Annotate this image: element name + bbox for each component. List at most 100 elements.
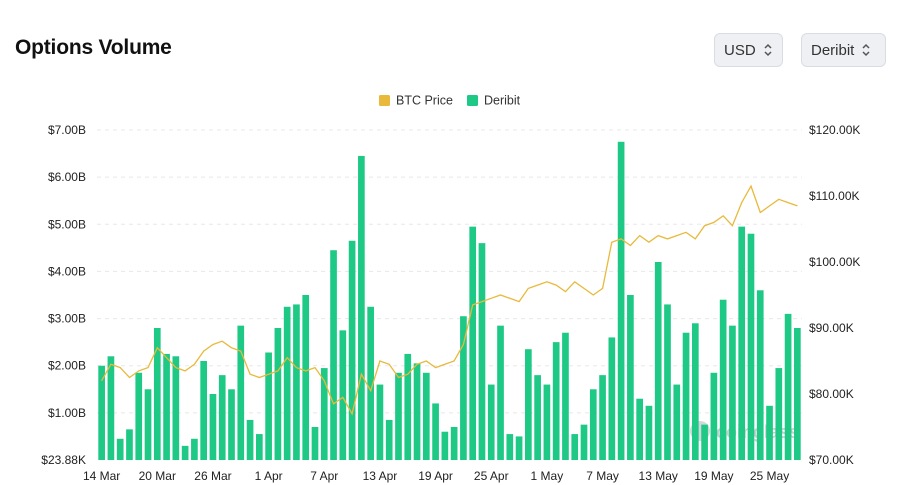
deribit-bar[interactable] — [580, 424, 588, 460]
deribit-bar[interactable] — [534, 375, 541, 460]
y-left-tick-label: $6.00B — [48, 170, 86, 184]
deribit-bar[interactable] — [497, 325, 504, 460]
deribit-bar[interactable] — [487, 384, 495, 460]
legend-label: BTC Price — [396, 94, 453, 108]
chevron-up-down-icon — [764, 43, 772, 57]
deribit-bar[interactable] — [98, 365, 105, 460]
deribit-bar[interactable] — [385, 419, 393, 460]
x-tick-label: 19 Apr — [418, 469, 453, 483]
deribit-bar[interactable] — [181, 445, 189, 460]
deribit-bar[interactable] — [358, 155, 365, 460]
y-right-tick-label: $90.00K — [809, 321, 854, 335]
deribit-bar[interactable] — [107, 356, 115, 460]
deribit-bar[interactable] — [599, 375, 606, 460]
deribit-bar[interactable] — [116, 438, 124, 460]
x-tick-label: 14 Mar — [83, 469, 120, 483]
deribit-bar[interactable] — [608, 337, 616, 460]
y-left-tick-label: $2.00B — [48, 359, 86, 373]
legend: BTC Price Deribit — [379, 94, 521, 108]
exchange-select[interactable]: Deribit — [801, 33, 886, 67]
deribit-bar[interactable] — [469, 226, 477, 460]
deribit-bar[interactable] — [719, 299, 727, 460]
deribit-bar[interactable] — [432, 403, 439, 460]
deribit-bar[interactable] — [450, 427, 458, 460]
deribit-bar[interactable] — [172, 356, 180, 460]
deribit-bar[interactable] — [645, 405, 653, 460]
deribit-bar[interactable] — [589, 389, 597, 460]
deribit-bar[interactable] — [200, 361, 208, 460]
btc-price-series-line[interactable] — [101, 184, 798, 416]
deribit-bar[interactable] — [506, 434, 514, 460]
deribit-bar[interactable] — [525, 349, 532, 460]
deribit-bar[interactable] — [246, 419, 254, 460]
deribit-bar[interactable] — [636, 398, 644, 460]
deribit-bar[interactable] — [330, 250, 337, 460]
deribit-bar[interactable] — [413, 363, 421, 460]
deribit-bar[interactable] — [274, 328, 282, 460]
deribit-bar[interactable] — [209, 394, 217, 460]
deribit-bar[interactable] — [756, 290, 764, 460]
deribit-bar[interactable] — [701, 424, 708, 460]
page-title: Options Volume — [15, 36, 172, 59]
deribit-bar[interactable] — [794, 328, 801, 460]
deribit-bar[interactable] — [339, 330, 347, 460]
legend-item[interactable]: BTC Price — [379, 94, 453, 108]
deribit-bar[interactable] — [126, 429, 133, 460]
x-tick-label: 13 Apr — [363, 469, 398, 483]
currency-select[interactable]: USD — [714, 33, 783, 67]
deribit-bar[interactable] — [627, 295, 634, 460]
deribit-bar[interactable] — [682, 332, 690, 460]
deribit-bar[interactable] — [422, 372, 430, 460]
x-tick-label: 7 May — [586, 469, 619, 483]
legend-swatch — [379, 95, 390, 106]
deribit-bar[interactable] — [255, 434, 263, 460]
deribit-bar[interactable] — [766, 405, 773, 460]
deribit-bar[interactable] — [617, 141, 625, 461]
deribit-bar[interactable] — [283, 306, 291, 460]
deribit-bar[interactable] — [784, 313, 792, 460]
deribit-bar[interactable] — [460, 316, 467, 460]
deribit-bar[interactable] — [691, 323, 699, 460]
deribit-bar[interactable] — [367, 306, 374, 460]
deribit-bar[interactable] — [302, 295, 310, 460]
deribit-bar[interactable] — [135, 372, 143, 460]
deribit-bar[interactable] — [228, 389, 235, 460]
x-tick-label: 25 May — [750, 469, 789, 483]
y-left-tick-label: $4.00B — [48, 264, 86, 278]
deribit-bar[interactable] — [320, 368, 328, 460]
deribit-bar[interactable] — [144, 389, 152, 460]
deribit-bar[interactable] — [552, 342, 560, 460]
deribit-bar[interactable] — [395, 372, 402, 460]
deribit-bar[interactable] — [191, 438, 198, 460]
deribit-bar[interactable] — [543, 384, 551, 460]
deribit-bar[interactable] — [775, 368, 783, 460]
legend-item[interactable]: Deribit — [467, 94, 521, 108]
deribit-bar[interactable] — [237, 325, 245, 460]
deribit-bar[interactable] — [673, 384, 681, 460]
deribit-bar[interactable] — [729, 325, 736, 460]
deribit-bar[interactable] — [664, 304, 671, 460]
deribit-bar[interactable] — [441, 431, 449, 460]
deribit-bar[interactable] — [515, 436, 523, 460]
deribit-bar[interactable] — [571, 434, 579, 460]
y-left-tick-label: $5.00B — [48, 217, 86, 231]
y-left-tick-label: $1.00B — [48, 406, 86, 420]
deribit-bar[interactable] — [348, 240, 356, 460]
deribit-bar[interactable] — [293, 304, 300, 460]
deribit-bar[interactable] — [404, 353, 412, 460]
legend-label: Deribit — [484, 94, 521, 108]
deribit-bar[interactable] — [218, 375, 226, 460]
x-tick-label: 13 May — [639, 469, 678, 483]
deribit-bar[interactable] — [376, 384, 384, 460]
deribit-bar[interactable] — [747, 233, 755, 460]
deribit-bar[interactable] — [562, 332, 569, 460]
deribit-bar[interactable] — [738, 226, 746, 460]
deribit-bar[interactable] — [311, 427, 319, 460]
deribit-bar[interactable] — [478, 243, 486, 460]
deribit-bar[interactable] — [710, 372, 718, 460]
deribit-bar[interactable] — [153, 328, 161, 460]
deribit-bar[interactable] — [163, 353, 170, 460]
deribit-bar[interactable] — [265, 352, 272, 460]
y-left-tick-label: $3.00B — [48, 312, 86, 326]
deribit-bar[interactable] — [654, 262, 662, 460]
